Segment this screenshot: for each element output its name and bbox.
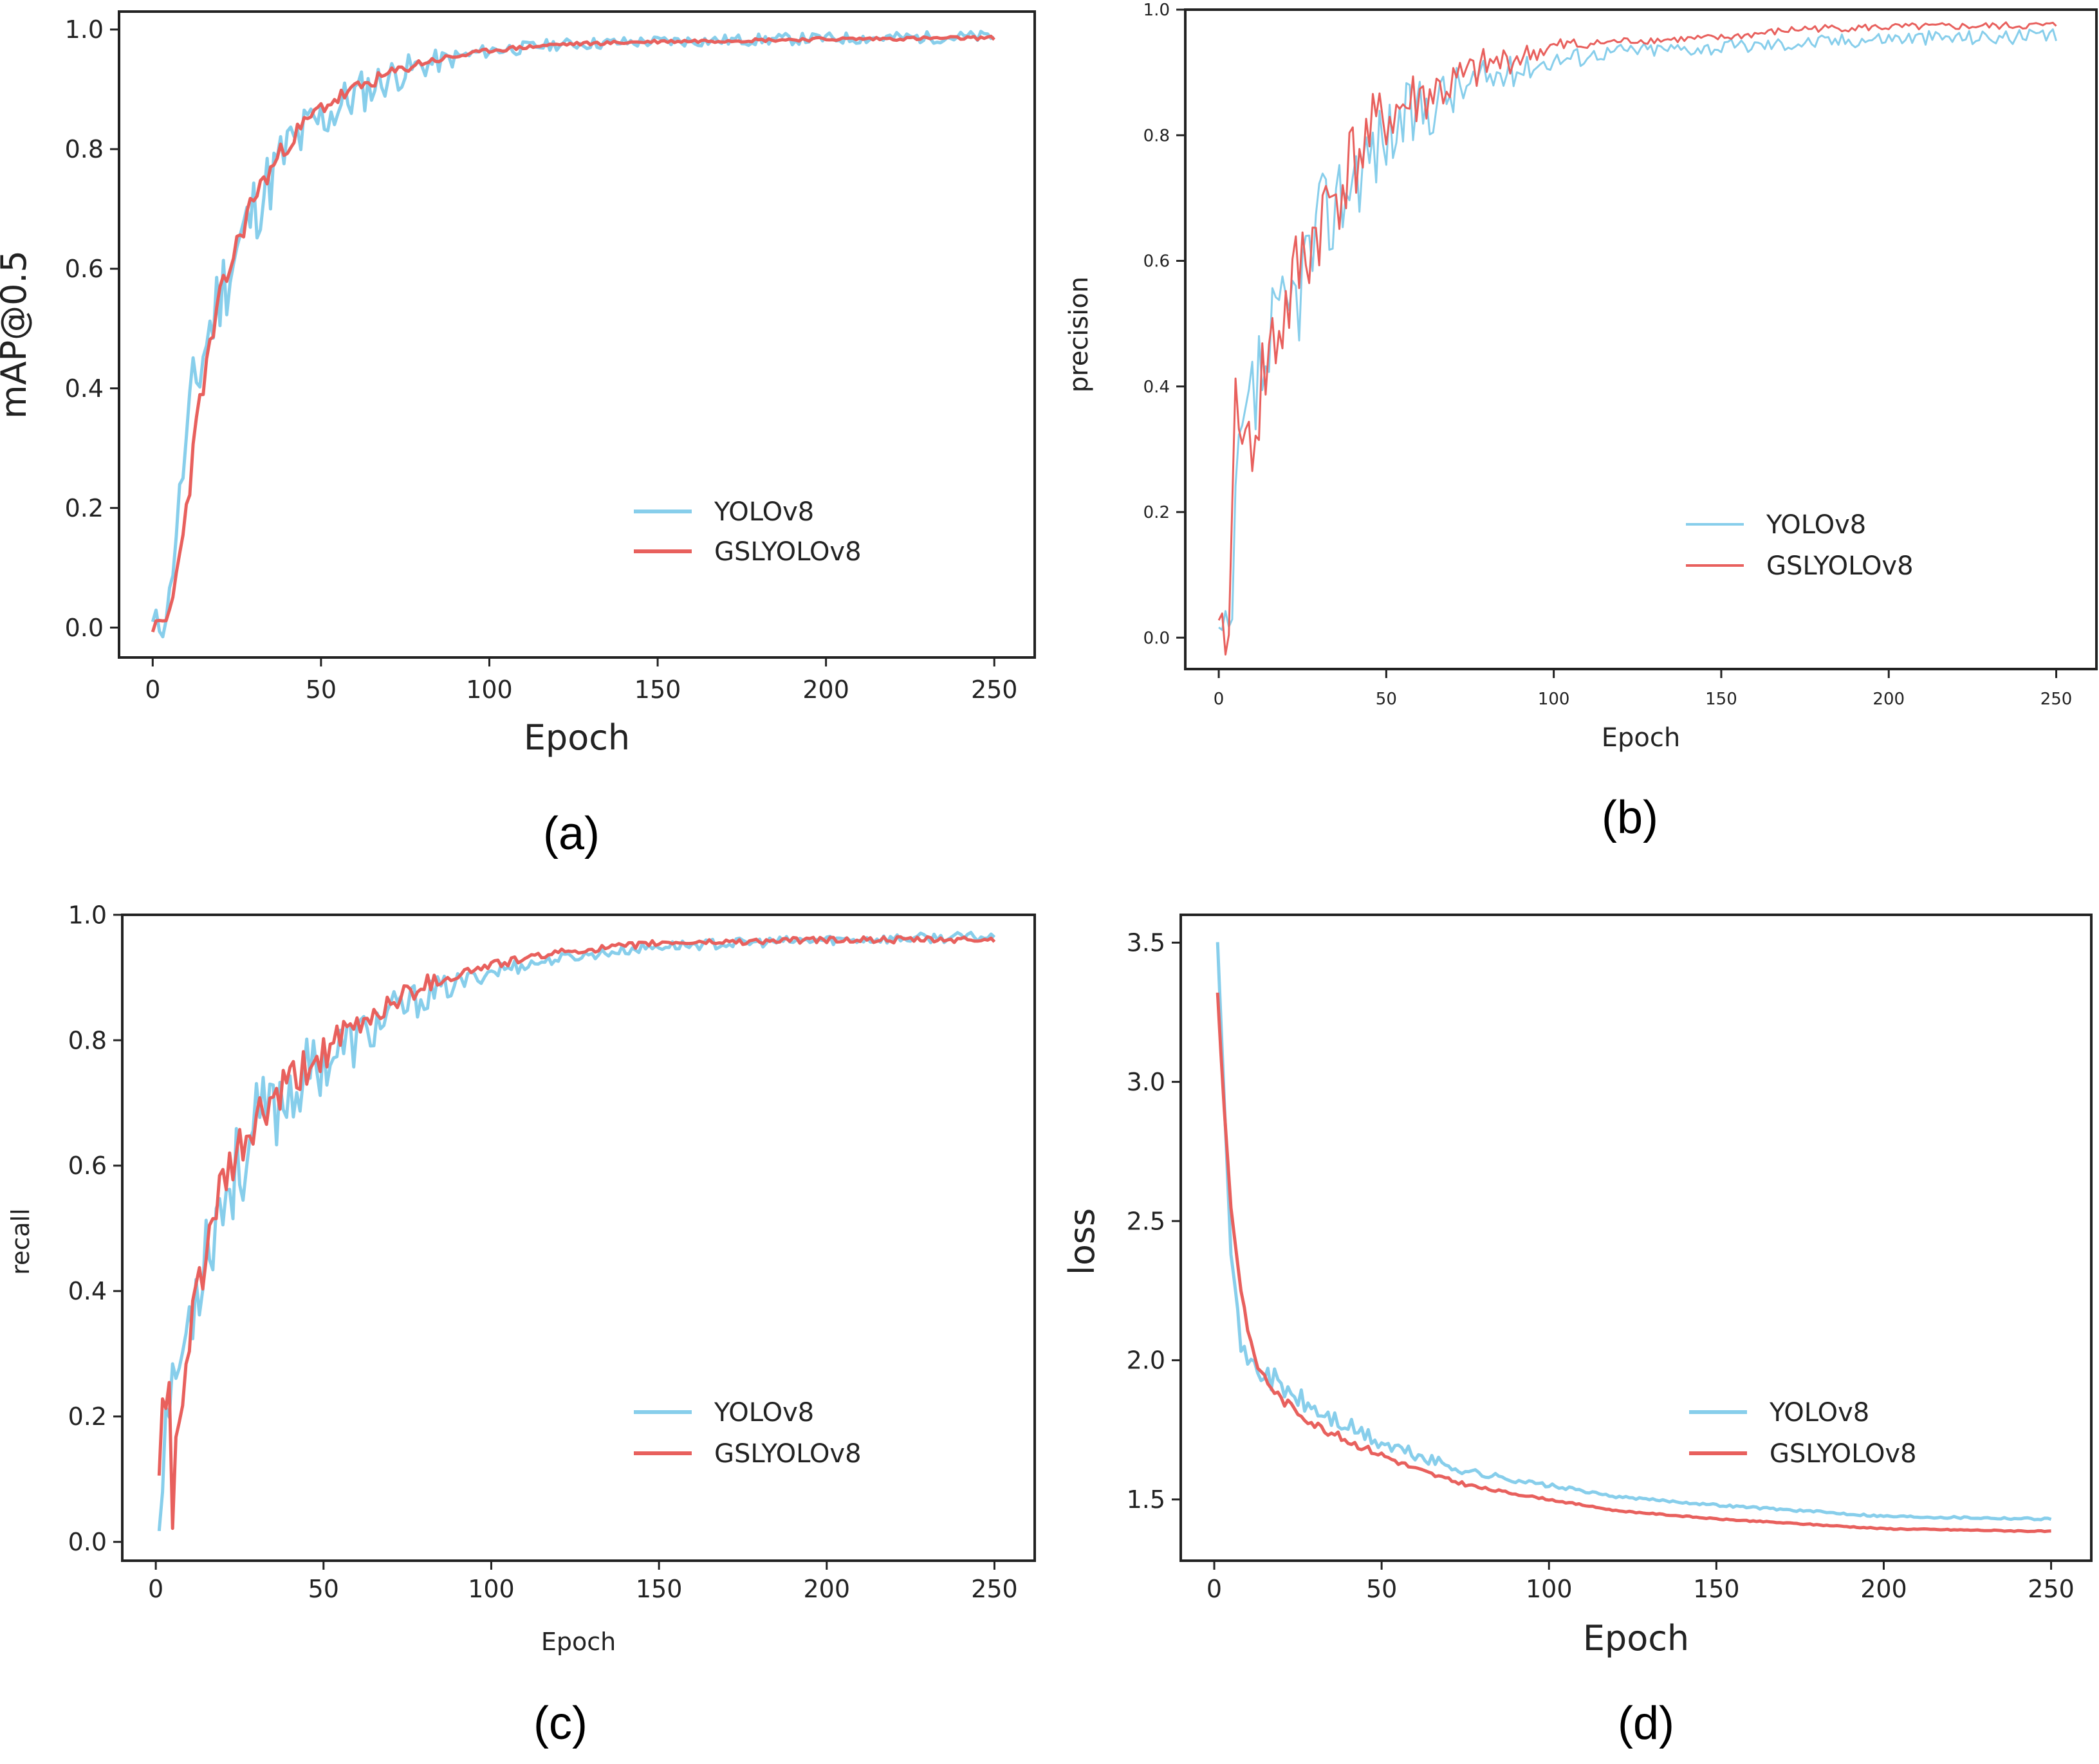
x-tick-label: 50 bbox=[306, 675, 337, 704]
chart-panel-c: 0 50 100 150 200 250 0.0 0.2 0.4 0.6 0.8 1.0 Epoch re… bbox=[6, 901, 1036, 1656]
y-axis-title: recall bbox=[6, 1208, 35, 1274]
x-tick-label: 0 bbox=[148, 1575, 163, 1603]
panel-label-b: (b) bbox=[1602, 792, 1658, 843]
y-axis-title: precision bbox=[1064, 277, 1094, 392]
series-line-gslyolov8 bbox=[151, 34, 995, 633]
x-axis-title: Epoch bbox=[524, 717, 630, 758]
y-tick-label: 1.5 bbox=[1127, 1485, 1165, 1514]
chart-panel-b: 0 50 100 150 200 250 0.0 0.2 0.4 0.6 0.8 1.0 Epoch pr… bbox=[1064, 1, 2098, 753]
y-tick-label: 0.4 bbox=[1143, 378, 1170, 397]
x-tick-label: 250 bbox=[971, 1575, 1018, 1603]
y-tick-label: 1.0 bbox=[68, 901, 107, 929]
panel-label-a: (a) bbox=[543, 808, 600, 859]
x-axis-title: Epoch bbox=[1602, 723, 1680, 753]
x-tick-label: 50 bbox=[1366, 1575, 1397, 1603]
plot-frame bbox=[1184, 8, 2098, 670]
y-tick-label: 0.0 bbox=[1143, 629, 1170, 648]
x-axis-title: Epoch bbox=[1583, 1618, 1689, 1658]
y-tick-label: 0.2 bbox=[68, 1402, 107, 1431]
y-tick-label: 3.0 bbox=[1127, 1068, 1165, 1096]
x-tick-label: 100 bbox=[468, 1575, 515, 1603]
legend-label: GSLYOLOv8 bbox=[1770, 1439, 1917, 1469]
y-tick-label: 0.6 bbox=[68, 1152, 107, 1180]
x-tick-label: 50 bbox=[308, 1575, 339, 1603]
x-tick-label: 150 bbox=[634, 675, 681, 704]
x-tick-label: 0 bbox=[145, 675, 160, 704]
y-tick-label: 0.2 bbox=[1143, 503, 1170, 522]
x-tick-label: 50 bbox=[1376, 690, 1397, 709]
y-tick-label: 0.8 bbox=[1143, 126, 1170, 145]
x-tick-label: 250 bbox=[971, 675, 1018, 704]
x-tick-label: 150 bbox=[1705, 690, 1737, 709]
legend-label: GSLYOLOv8 bbox=[1766, 551, 1914, 581]
x-axis-title: Epoch bbox=[541, 1628, 616, 1656]
y-tick-label: 0.4 bbox=[68, 1277, 107, 1305]
y-tick-label: 1.0 bbox=[1143, 1, 1170, 20]
x-tick-label: 100 bbox=[466, 675, 513, 704]
y-tick-label: 0.0 bbox=[65, 614, 104, 642]
chart-panel-d: 0 50 100 150 200 250 1.5 2.0 2.5 3.0 3.5 Epoch loss Y… bbox=[1062, 914, 2093, 1658]
x-tick-label: 100 bbox=[1526, 1575, 1573, 1603]
plot-frame bbox=[118, 10, 1036, 659]
x-tick-label: 0 bbox=[1214, 690, 1225, 709]
panel-label-d: (d) bbox=[1618, 1698, 1674, 1749]
y-tick-label: 0.4 bbox=[65, 374, 104, 403]
y-tick-label: 2.0 bbox=[1127, 1346, 1165, 1375]
y-tick-label: 0.8 bbox=[65, 135, 104, 163]
series-line-yolov8 bbox=[1218, 28, 2057, 631]
plot-frame bbox=[121, 914, 1036, 1562]
y-axis-title: mAP@0.5 bbox=[0, 250, 34, 419]
y-tick-label: 0.0 bbox=[68, 1528, 107, 1556]
series-line-gslyolov8 bbox=[1216, 992, 2051, 1534]
x-tick-label: 100 bbox=[1538, 690, 1570, 709]
x-tick-label: 200 bbox=[804, 1575, 851, 1603]
legend-label: YOLOv8 bbox=[1766, 510, 1866, 540]
series-line-gslyolov8 bbox=[157, 935, 996, 1530]
x-tick-label: 250 bbox=[2028, 1575, 2075, 1603]
x-tick-label: 200 bbox=[802, 675, 849, 704]
chart-panel-a: 0 50 100 150 200 250 0.0 0.2 0.4 0.6 0.8 1.0 Epoch mA… bbox=[0, 10, 1036, 758]
y-tick-label: 2.5 bbox=[1127, 1207, 1165, 1235]
y-tick-label: 0.2 bbox=[65, 494, 104, 522]
legend-label: GSLYOLOv8 bbox=[714, 1439, 862, 1469]
x-tick-label: 200 bbox=[1860, 1575, 1907, 1603]
x-tick-label: 150 bbox=[636, 1575, 683, 1603]
plot-frame bbox=[1179, 914, 2093, 1562]
series-line-gslyolov8 bbox=[1217, 21, 2057, 656]
y-axis-title: loss bbox=[1062, 1208, 1102, 1275]
y-tick-label: 3.5 bbox=[1127, 929, 1165, 957]
legend-label: YOLOv8 bbox=[714, 1398, 814, 1428]
y-tick-label: 1.0 bbox=[65, 15, 104, 44]
legend-label: YOLOv8 bbox=[1769, 1398, 1869, 1428]
x-tick-label: 0 bbox=[1207, 1575, 1222, 1603]
x-tick-label: 250 bbox=[2040, 690, 2073, 709]
y-tick-label: 0.6 bbox=[1143, 252, 1170, 271]
x-tick-label: 150 bbox=[1693, 1575, 1740, 1603]
y-tick-label: 0.6 bbox=[65, 255, 104, 283]
y-tick-label: 0.8 bbox=[68, 1026, 107, 1054]
panel-label-c: (c) bbox=[533, 1698, 587, 1749]
x-tick-label: 200 bbox=[1872, 690, 1905, 709]
legend-label: GSLYOLOv8 bbox=[714, 537, 862, 567]
legend-label: YOLOv8 bbox=[714, 497, 814, 527]
series-line-yolov8 bbox=[1216, 942, 2052, 1521]
